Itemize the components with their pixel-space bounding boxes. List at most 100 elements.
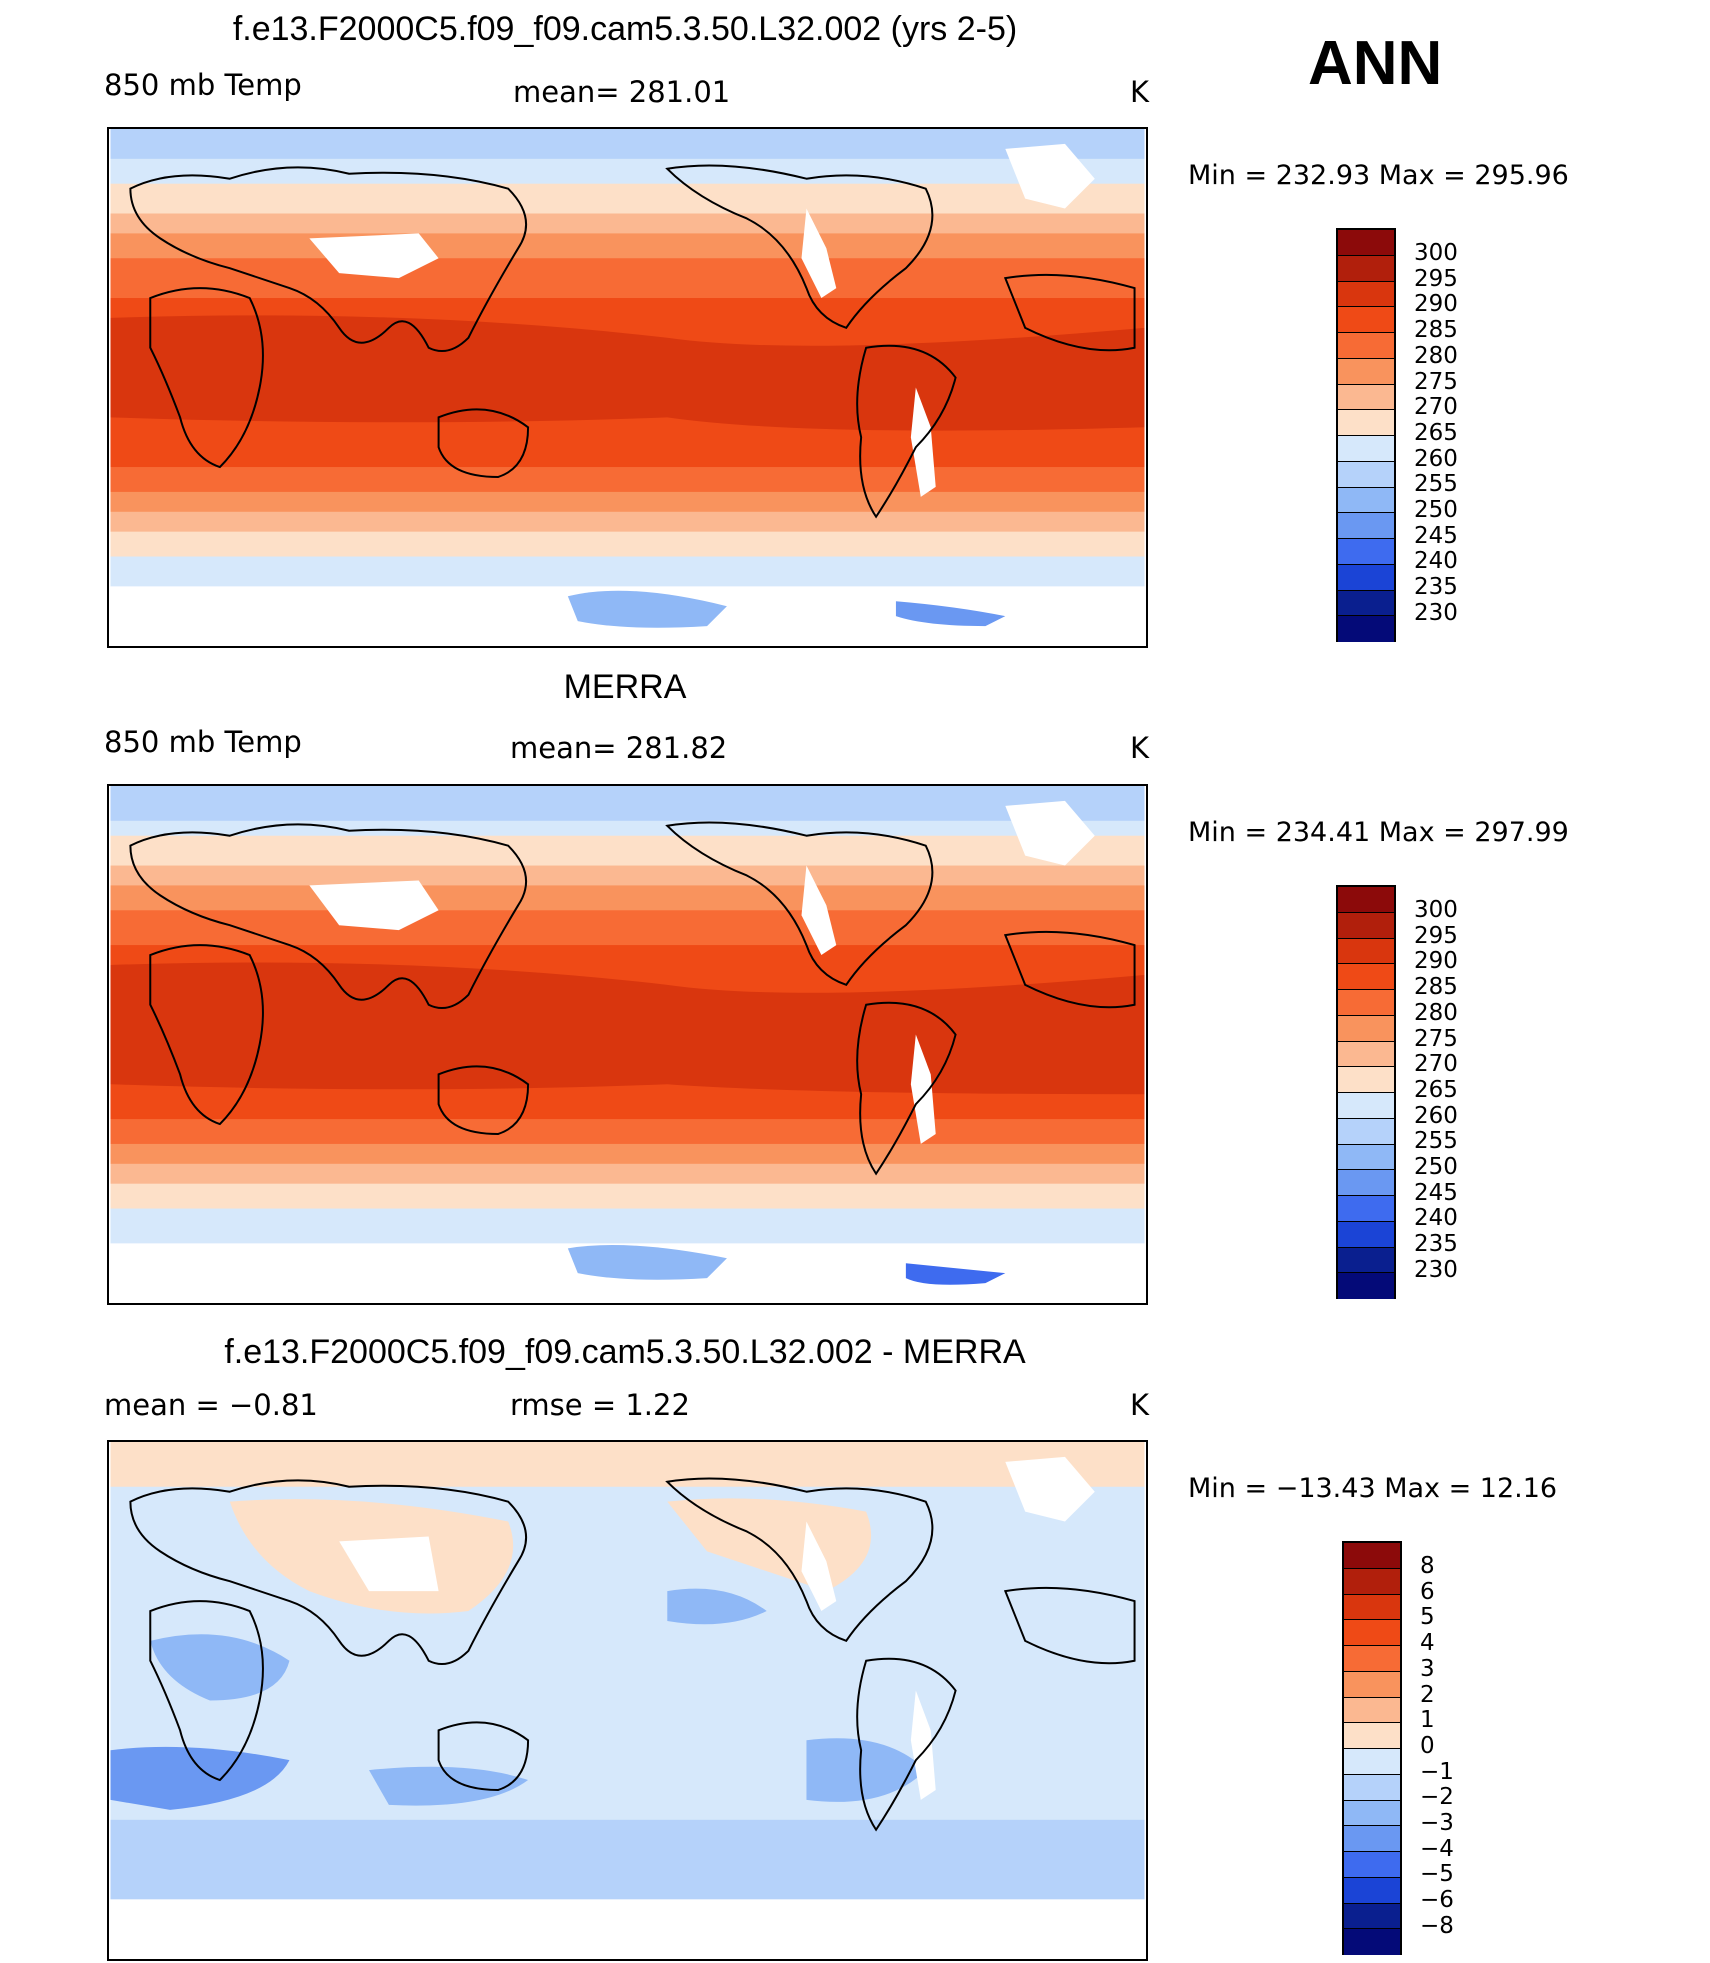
panel2-map-svg <box>110 786 1145 1303</box>
panel2-cbar-label: 240 <box>1414 1205 1458 1232</box>
panel3-antarctica <box>110 1899 1145 1959</box>
panel1-map-svg <box>110 129 1145 646</box>
panel2-cbar-label: 300 <box>1414 897 1458 923</box>
panel1-cbar-label: 295 <box>1414 265 1458 292</box>
panel2-band-10 <box>110 1208 1145 1244</box>
panel1-cbar-label: 290 <box>1414 291 1458 318</box>
panel2-cbar-label: 290 <box>1414 948 1458 975</box>
panel3-map <box>107 1440 1148 1961</box>
panel1-cbar-label: 280 <box>1414 342 1458 369</box>
panel3-so-cool-1 <box>110 1746 290 1810</box>
panel2-colorbar <box>1336 885 1396 1299</box>
panel3-so-cool-3 <box>369 1766 529 1806</box>
panel2-cbar-label: 295 <box>1414 922 1458 949</box>
panel2-cbar-label: 250 <box>1414 1154 1458 1180</box>
panel1-cbar-label: 300 <box>1414 240 1458 266</box>
panel3-coastlines <box>129 1477 1136 1832</box>
panel2-warm-core <box>110 962 1145 1095</box>
panel1-minmax: Min = 232.93 Max = 295.96 <box>1188 160 1569 191</box>
panel3-colorbar <box>1342 1541 1402 1955</box>
panel1-map <box>107 127 1148 648</box>
panel2-band-arctic <box>110 786 1145 821</box>
panel2-coastlines <box>129 821 1136 1176</box>
panel3-map-svg <box>110 1442 1145 1959</box>
panel3-cbar-label: 8 <box>1420 1553 1435 1579</box>
panel1-units: K <box>1130 75 1150 109</box>
panel3-pacific-cool <box>667 1588 767 1625</box>
panel3-cbar-label: −3 <box>1420 1810 1454 1836</box>
panel2-map <box>107 784 1148 1305</box>
panel2-cbar-label: 230 <box>1414 1256 1458 1283</box>
panel1-cbar-label: 265 <box>1414 419 1458 446</box>
panel3-cbar-label: −4 <box>1420 1835 1454 1862</box>
panel2-cbar-label: 265 <box>1414 1076 1458 1103</box>
panel3-tibet <box>339 1536 439 1592</box>
panel3-cbar-label: 6 <box>1420 1578 1435 1605</box>
panel1-coastlines <box>129 164 1136 519</box>
panel2-variable: 850 mb Temp <box>104 725 302 759</box>
panel1-colorbar <box>1336 228 1396 642</box>
panel2-cbar-label: 280 <box>1414 999 1458 1026</box>
panel3-rockies <box>801 1521 837 1612</box>
panel1-cbar-label: 240 <box>1414 548 1458 575</box>
panel1-cbar-label: 285 <box>1414 317 1458 344</box>
panel2-cbar-label: 260 <box>1414 1102 1458 1129</box>
panel3-cbar-label: 3 <box>1420 1655 1435 1682</box>
panel1-andes <box>910 387 936 497</box>
panel1-cbar-label: 275 <box>1414 368 1458 395</box>
panel1-cbar-label: 230 <box>1414 599 1458 626</box>
panel3-cbar-label: 4 <box>1420 1630 1435 1657</box>
panel3-cbar-label: −6 <box>1420 1887 1454 1914</box>
panel2-title: MERRA <box>563 668 687 706</box>
panel2-units: K <box>1130 731 1150 765</box>
panel3-rmse: rmse = 1.22 <box>510 1388 690 1422</box>
panel3-minmax: Min = −13.43 Max = 12.16 <box>1188 1473 1558 1504</box>
panel2-band-8 <box>110 1163 1145 1186</box>
panel2-mean: mean= 281.82 <box>510 731 728 765</box>
panel2-antarctic-cold <box>567 1245 727 1280</box>
panel3-greenland <box>1005 1456 1095 1522</box>
panel1-band-10 <box>110 556 1145 587</box>
panel1-antarctic-cold-2 <box>895 601 1006 627</box>
panel3-cbar-label: 5 <box>1420 1604 1435 1631</box>
panel1-cbar-label: 260 <box>1414 445 1458 472</box>
panel2-cbar-label: 285 <box>1414 974 1458 1001</box>
panel1-cbar-label: 250 <box>1414 497 1458 523</box>
panel1-band-arctic <box>110 129 1145 159</box>
panel1-tibet <box>309 233 439 279</box>
panel3-cbar-label: −2 <box>1420 1784 1454 1811</box>
panel3-africa-cool <box>150 1634 290 1701</box>
panel1-cbar-label: 255 <box>1414 471 1458 498</box>
panel3-cbar-label: −8 <box>1420 1912 1454 1939</box>
panel2-greenland <box>1005 800 1095 866</box>
panel3-mean: mean = −0.81 <box>104 1388 318 1422</box>
panel2-cbar-label: 255 <box>1414 1128 1458 1155</box>
panel3-cbar-label: 1 <box>1420 1707 1435 1734</box>
panel2-andes <box>910 1034 936 1144</box>
season-label: ANN <box>1308 29 1443 98</box>
panel3-cbar-label: −5 <box>1420 1861 1454 1888</box>
panel3-andes <box>910 1690 936 1800</box>
panel1-cbar-label: 270 <box>1414 394 1458 421</box>
panel1-greenland <box>1005 143 1095 209</box>
panel3-cbar-label: 2 <box>1420 1681 1435 1708</box>
panel2-minmax: Min = 234.41 Max = 297.99 <box>1188 817 1569 848</box>
panel3-so-cool-2 <box>806 1738 926 1802</box>
panel2-tibet <box>309 880 439 931</box>
panel1-warm-core <box>110 315 1145 431</box>
panel2-cbar-label: 275 <box>1414 1025 1458 1052</box>
panel3-southern-band <box>110 1819 1145 1900</box>
panel1-title: f.e13.F2000C5.f09_f09.cam5.3.50.L32.002 … <box>232 10 1018 48</box>
panel1-mean: mean= 281.01 <box>513 75 731 109</box>
panel3-units: K <box>1130 1388 1150 1422</box>
panel1-cbar-label: 235 <box>1414 574 1458 601</box>
panel1-band-9 <box>110 531 1145 562</box>
panel1-variable: 850 mb Temp <box>104 68 302 102</box>
panel1-band-8 <box>110 511 1145 534</box>
panel3-cbar-label: −1 <box>1420 1758 1454 1785</box>
panel1-cbar-label: 245 <box>1414 522 1458 549</box>
panel3-title: f.e13.F2000C5.f09_f09.cam5.3.50.L32.002 … <box>224 1333 1026 1371</box>
panel2-cbar-label: 270 <box>1414 1051 1458 1078</box>
panel3-cbar-label: 0 <box>1420 1732 1435 1759</box>
panel3-arctic-warm <box>110 1442 1145 1487</box>
